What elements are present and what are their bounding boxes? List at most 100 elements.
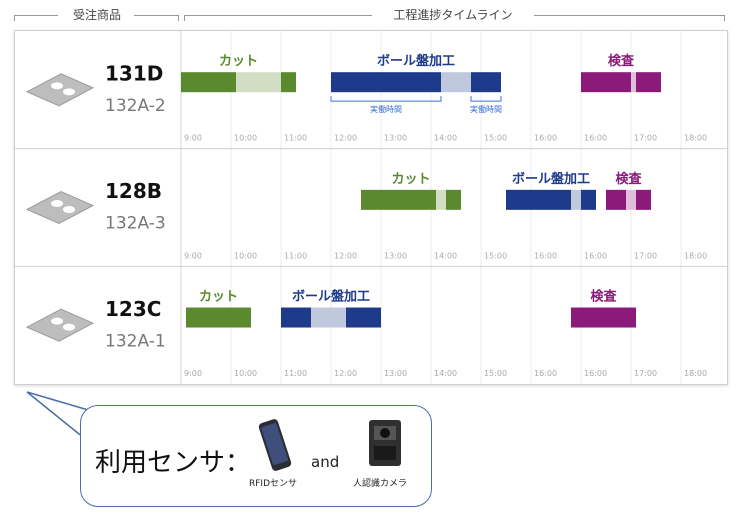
- task-bar-segment: [236, 72, 281, 93]
- time-tick-label: 18:00: [684, 134, 707, 143]
- task-bar-segment: [331, 72, 441, 93]
- part-hole-icon: [51, 82, 63, 90]
- time-tick-label: 17:00: [634, 134, 657, 143]
- task-bar-segment: [346, 307, 381, 328]
- task-bar-segment: [631, 72, 636, 93]
- task-bar-segment: [361, 189, 436, 210]
- time-tick-label: 10:00: [234, 134, 257, 143]
- product-header-line-right: [134, 15, 178, 16]
- timeline-column-header: 工程進捗タイムライン: [393, 8, 513, 22]
- time-tick-label: 10:00: [234, 251, 257, 260]
- part-hole-icon: [51, 317, 63, 325]
- rfid-sensor-caption: RFIDセンサ: [249, 479, 298, 489]
- time-tick-label: 15:00: [484, 369, 507, 378]
- task-bar-segment: [581, 72, 631, 93]
- part-hole-icon: [63, 323, 75, 331]
- work-time-bracket: [470, 96, 502, 102]
- task-label: カット: [219, 54, 258, 69]
- task-bar-segment: [571, 307, 636, 328]
- task-bar-segment: [506, 189, 571, 210]
- time-tick-label: 18:00: [684, 369, 707, 378]
- time-tick-label: 13:00: [384, 134, 407, 143]
- task-bar-segment: [626, 189, 636, 210]
- work-time-bracket: [330, 96, 442, 102]
- task-bar-segment: [471, 72, 501, 93]
- time-tick-label: 9:00: [184, 134, 202, 143]
- and-text: and: [311, 453, 340, 471]
- product-sub-id: 132A-3: [105, 214, 166, 234]
- time-tick-label: 14:00: [434, 369, 457, 378]
- task-bar-segment: [281, 72, 296, 93]
- gantt-panel: 131D 132A-2 9:00 10:00 11:00 12:00 13:00 14:00 1…: [14, 30, 728, 385]
- task-bar-segment: [181, 72, 236, 93]
- part-hole-icon: [63, 206, 75, 213]
- work-time-label: 実働時間: [470, 104, 502, 114]
- task-bar-segment: [281, 307, 311, 328]
- task-label: ボール盤加工: [292, 289, 370, 305]
- part-plate-icon: [25, 190, 95, 225]
- product-id: 128B: [105, 179, 162, 203]
- task-label: 検査: [590, 289, 617, 305]
- product-sub-id: 132A-1: [105, 331, 166, 351]
- time-tick-label: 16:00: [534, 369, 557, 378]
- part-hole-icon: [63, 88, 75, 96]
- time-tick-label: 9:00: [184, 251, 202, 260]
- task-bar-segment: [636, 72, 661, 93]
- time-tick-label: 9:00: [184, 369, 202, 378]
- gantt-chart: 131D 132A-2 9:00 10:00 11:00 12:00 13:00 14:00 1…: [15, 31, 727, 384]
- time-tick-label: 17:00: [634, 251, 657, 260]
- camera-caption: 人認識カメラ: [353, 479, 408, 489]
- time-tick-label: 14:00: [434, 134, 457, 143]
- task-bar-segment: [606, 189, 626, 210]
- task-bar-segment: [581, 189, 596, 210]
- time-tick-label: 16:00: [534, 251, 557, 260]
- task-label: ボール盤加工: [377, 53, 455, 69]
- part-plate-icon: [25, 308, 95, 342]
- time-tick-label: 14:00: [434, 251, 457, 260]
- task-label: 検査: [615, 171, 642, 187]
- time-tick-label: 17:00: [634, 369, 657, 378]
- product-column-header: 受注商品: [72, 8, 121, 22]
- time-tick-label: 11:00: [284, 369, 307, 378]
- time-tick-label: 16:00: [534, 134, 557, 143]
- product-id: 131D: [105, 61, 163, 85]
- work-time-label: 実働時間: [370, 104, 402, 114]
- time-tick-label: 11:00: [284, 251, 307, 260]
- task-bar-segment: [311, 307, 346, 328]
- product-header-tick-left: [14, 15, 15, 21]
- time-tick-label: 15:00: [484, 251, 507, 260]
- time-tick-label: 12:00: [334, 251, 357, 260]
- time-tick-label: 11:00: [284, 134, 307, 143]
- product-header-tick-right: [178, 15, 179, 21]
- timeline-header-tick-left: [184, 15, 185, 21]
- timeline-header-line-left: [184, 15, 372, 16]
- time-tick-label: 16:00: [584, 251, 607, 260]
- time-tick-label: 10:00: [234, 369, 257, 378]
- camera-icon: [369, 420, 401, 466]
- task-bar-segment: [571, 189, 581, 210]
- task-bar-segment: [441, 72, 471, 93]
- task-label: ボール盤加工: [512, 171, 590, 187]
- time-tick-label: 18:00: [684, 251, 707, 260]
- product-id: 123C: [105, 297, 161, 321]
- task-bar-segment: [436, 189, 446, 210]
- time-tick-label: 16:00: [584, 369, 607, 378]
- product-sub-id: 132A-2: [105, 96, 166, 116]
- sensor-label: 利用センサ：: [95, 448, 252, 478]
- sensor-bubble: 利用センサ： RFIDセンサ and 人認識カメラ: [80, 405, 432, 507]
- task-bar-segment: [636, 189, 651, 210]
- time-tick-label: 15:00: [484, 134, 507, 143]
- part-hole-icon: [51, 200, 63, 207]
- task-bar-segment: [186, 307, 251, 328]
- task-label: 検査: [608, 53, 635, 69]
- task-bar-segment: [446, 189, 461, 210]
- task-label: カット: [391, 172, 430, 187]
- time-tick-label: 12:00: [334, 369, 357, 378]
- rfid-sensor-icon: [258, 419, 292, 471]
- product-header-line-left: [14, 15, 58, 16]
- timeline-header-line-right: [534, 15, 724, 16]
- time-tick-label: 16:00: [584, 134, 607, 143]
- part-plate-icon: [25, 73, 95, 107]
- task-label: カット: [199, 290, 238, 305]
- time-tick-label: 13:00: [384, 369, 407, 378]
